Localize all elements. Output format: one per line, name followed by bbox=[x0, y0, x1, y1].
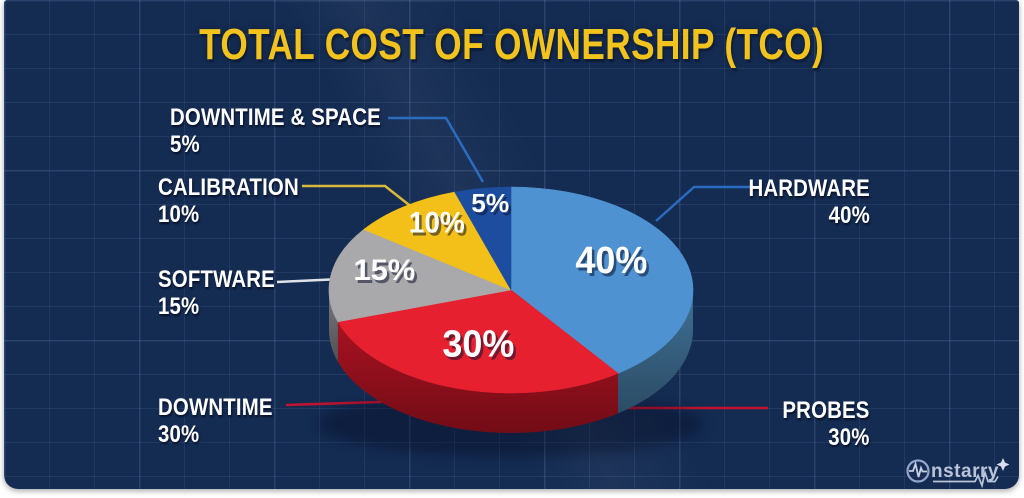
callout-label: PROBES bbox=[782, 397, 870, 424]
chart-title-text: TOTAL COST OF OWNERSHIP (TCO) bbox=[199, 20, 825, 69]
callout-label: SOFTWARE bbox=[158, 266, 275, 293]
callout-software: SOFTWARE 15% bbox=[158, 266, 275, 320]
callout-percent: 10% bbox=[158, 201, 200, 228]
logo-pulse-icon bbox=[909, 460, 927, 478]
callout-probes: PROBES 30% bbox=[783, 397, 870, 451]
callout-label: DOWNTIME bbox=[158, 394, 273, 421]
callout-percent: 30% bbox=[158, 421, 200, 448]
watermark-logo: nstarry bbox=[906, 458, 1010, 489]
callout-label: CALIBRATION bbox=[158, 174, 299, 201]
callout-percent: 40% bbox=[828, 202, 870, 229]
callout-downtime-space: DOWNTIME & SPACE 5% bbox=[170, 104, 381, 158]
callout-percent: 15% bbox=[158, 293, 200, 320]
logo-underline-pulse-icon bbox=[933, 469, 999, 489]
chart-title: TOTAL COST OF OWNERSHIP (TCO) bbox=[0, 20, 1024, 70]
callout-label: HARDWARE bbox=[748, 175, 870, 202]
logo-sparkle-icon bbox=[996, 458, 1010, 471]
callout-label: DOWNTIME & SPACE bbox=[170, 104, 381, 131]
logo-text: nstarry bbox=[931, 461, 999, 482]
callout-downtime: DOWNTIME 30% bbox=[158, 394, 273, 448]
callout-calibration: CALIBRATION 10% bbox=[158, 174, 299, 228]
callout-hardware: HARDWARE 40% bbox=[749, 175, 870, 229]
callout-percent: 30% bbox=[828, 424, 870, 451]
callout-percent: 5% bbox=[170, 131, 200, 158]
